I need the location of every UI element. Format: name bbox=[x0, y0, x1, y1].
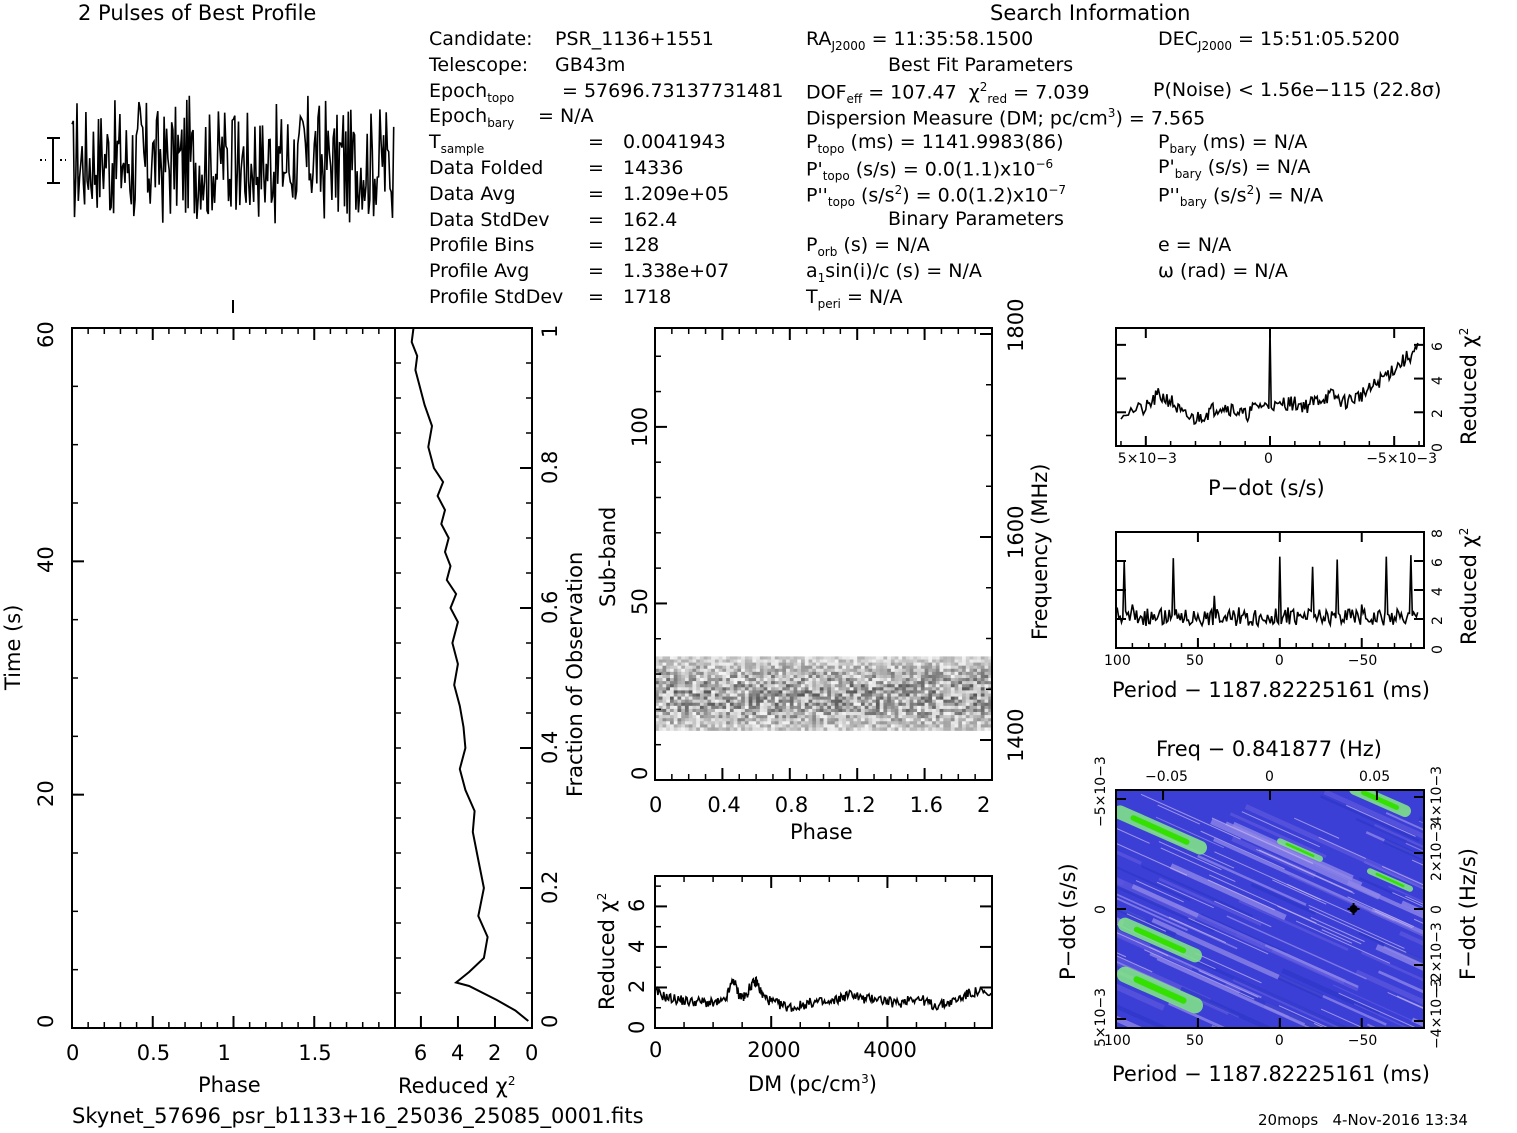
time-phase-plot bbox=[71, 300, 396, 1029]
profile-trace bbox=[71, 95, 395, 224]
profile-line bbox=[71, 95, 395, 224]
profile-plot bbox=[40, 95, 395, 224]
